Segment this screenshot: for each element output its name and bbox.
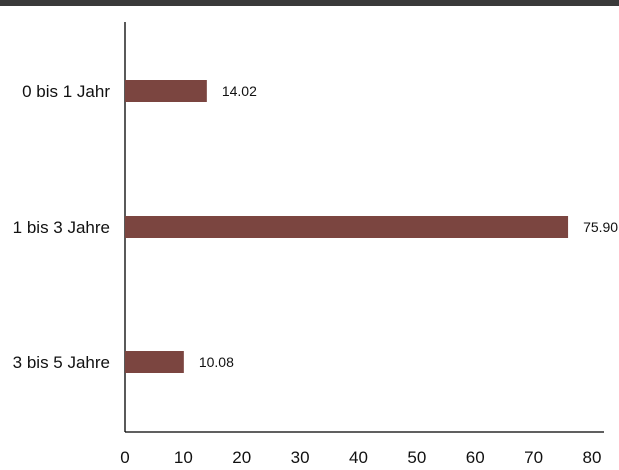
data-label: 14.02 xyxy=(222,83,257,99)
x-tick-label: 40 xyxy=(349,448,368,467)
x-tick-label: 30 xyxy=(291,448,310,467)
bar xyxy=(125,216,569,238)
x-tick-label: 50 xyxy=(407,448,426,467)
data-label: 10.08 xyxy=(199,354,234,370)
x-tick-label: 80 xyxy=(583,448,602,467)
x-tick-label: 20 xyxy=(232,448,251,467)
top-rule xyxy=(0,0,619,6)
bar xyxy=(125,351,184,373)
category-label: 0 bis 1 Jahr xyxy=(22,82,110,101)
x-tick-label: 10 xyxy=(174,448,193,467)
x-tick-label: 0 xyxy=(120,448,129,467)
category-label: 1 bis 3 Jahre xyxy=(13,218,110,237)
category-label: 3 bis 5 Jahre xyxy=(13,353,110,372)
x-tick-label: 70 xyxy=(524,448,543,467)
bar xyxy=(125,80,207,102)
data-label: 75.90 xyxy=(583,219,618,235)
x-tick-label: 60 xyxy=(466,448,485,467)
